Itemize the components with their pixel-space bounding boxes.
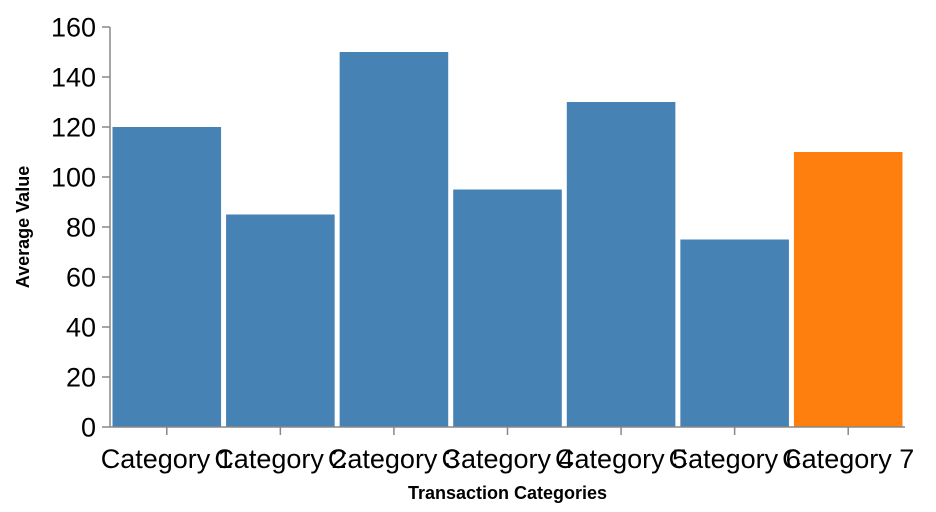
y-tick-label: 80 [66, 213, 96, 243]
y-tick-label: 40 [66, 313, 96, 343]
y-tick-label: 120 [51, 113, 96, 143]
x-tick-label: Category 4 [441, 444, 573, 474]
bar-category-6[interactable] [680, 239, 789, 428]
x-tick-label: Category 2 [214, 444, 346, 474]
bars [112, 52, 903, 428]
bar-category-5[interactable] [566, 102, 676, 427]
y-axis-title: Average Value [13, 166, 33, 288]
x-axis-title: Transaction Categories [408, 483, 607, 503]
y-axis-ticks: 0 20 40 60 80 100 120 140 160 [51, 13, 110, 443]
bar-category-2[interactable] [226, 214, 335, 428]
x-tick-label: Category 5 [555, 444, 687, 474]
x-tick-label: Category 7 [782, 444, 914, 474]
y-tick-label: 60 [66, 263, 96, 293]
x-tick-label: Category 3 [328, 444, 460, 474]
x-tick-label: Category 1 [101, 444, 233, 474]
bar-category-4[interactable] [453, 189, 562, 428]
bar-category-3[interactable] [339, 52, 449, 427]
x-tick-label: Category 6 [669, 444, 801, 474]
y-tick-label: 100 [51, 163, 96, 193]
y-tick-label: 0 [81, 413, 96, 443]
bar-category-1[interactable] [112, 127, 222, 427]
bar-category-7[interactable] [793, 152, 903, 427]
y-tick-label: 20 [66, 363, 96, 393]
y-tick-label: 160 [51, 13, 96, 43]
y-tick-label: 140 [51, 63, 96, 93]
